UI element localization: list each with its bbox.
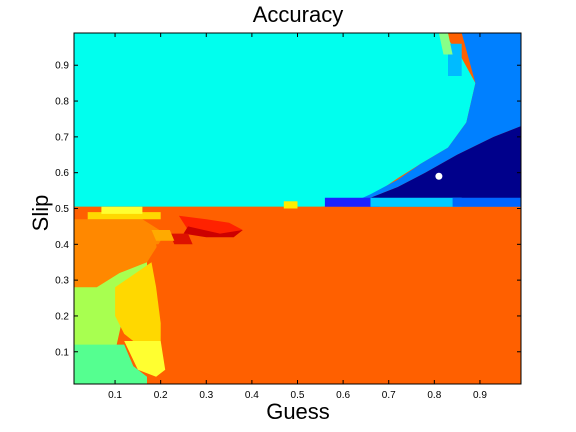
y-tick-label: 0.8	[55, 97, 69, 108]
x-tick-label: 0.7	[382, 390, 396, 401]
heatmap-region-17	[324, 197, 380, 207]
heatmap-region-11	[183, 226, 243, 238]
heatmap-region-7	[124, 341, 166, 377]
heatmap-region-8	[74, 344, 147, 384]
heatmap-region-0	[74, 33, 476, 207]
heatmap-plot-area	[74, 33, 521, 384]
optimum-marker	[435, 172, 443, 180]
heatmap-region-1	[343, 33, 521, 207]
heatmap-region-21	[438, 33, 453, 55]
x-tick-label: 0.1	[108, 390, 122, 401]
y-tick-label: 0.5	[55, 204, 69, 215]
heatmap-region-10	[178, 215, 243, 238]
x-tick-label: 0.4	[245, 390, 259, 401]
y-tick-label: 0.9	[55, 61, 69, 72]
heatmap-region-18	[370, 197, 462, 207]
x-tick-label: 0.3	[199, 390, 213, 401]
chart-title: Accuracy	[253, 2, 343, 27]
y-axis-ticks: 0.1 0.2 0.3 0.4 0.5 0.6 0.7 0.8 0.9	[55, 61, 521, 358]
heatmap-region-15	[101, 206, 143, 214]
heatmap-region-2	[356, 126, 521, 205]
y-tick-label: 0.3	[55, 276, 69, 287]
y-tick-label: 0.1	[55, 347, 69, 358]
x-tick-label: 0.9	[473, 390, 487, 401]
x-axis-label: Guess	[266, 399, 330, 424]
x-axis-ticks: 0.1 0.2 0.3 0.4 0.5 0.6 0.7 0.8 0.9	[108, 33, 487, 401]
y-tick-label: 0.7	[55, 132, 69, 143]
heatmap-region-16	[283, 201, 298, 209]
x-tick-label: 0.6	[336, 390, 350, 401]
heatmap-regions	[74, 33, 521, 384]
heatmap-region-6	[115, 262, 161, 345]
heatmap-region-9	[156, 244, 207, 384]
heatmap-region-19	[452, 197, 521, 207]
y-axis-label: Slip	[28, 195, 53, 232]
x-tick-label: 0.2	[154, 390, 168, 401]
heatmap-region-13	[151, 230, 175, 241]
x-tick-label: 0.5	[291, 390, 305, 401]
y-tick-label: 0.6	[55, 168, 69, 179]
heatmap-region-12	[169, 233, 193, 245]
y-tick-label: 0.4	[55, 240, 69, 251]
y-tick-label: 0.2	[55, 311, 69, 322]
x-tick-label: 0.8	[427, 390, 441, 401]
heatmap-region-4	[74, 219, 166, 291]
